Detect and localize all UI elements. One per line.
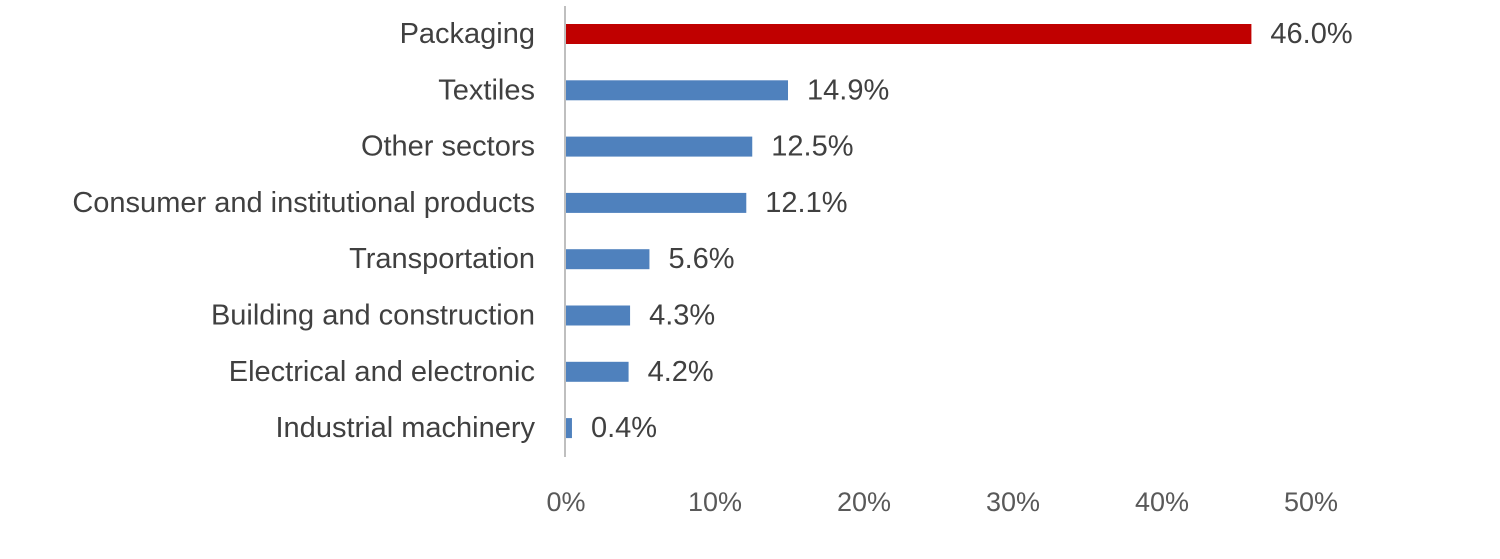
bar-2: [566, 136, 753, 157]
x-tick-label-1: 10%: [688, 487, 742, 517]
category-label-4: Transportation: [349, 243, 535, 275]
bars-group: [566, 24, 1252, 439]
bar-4: [566, 249, 650, 270]
bar-6: [566, 361, 629, 382]
bar-5: [566, 305, 631, 326]
category-label-0: Packaging: [400, 18, 535, 50]
bar-1: [566, 80, 789, 101]
value-label-5: 4.3%: [649, 300, 715, 332]
bar-7: [566, 418, 572, 439]
bar-0: [566, 24, 1252, 44]
x-tick-label-0: 0%: [546, 487, 585, 517]
x-tick-label-5: 50%: [1284, 487, 1338, 517]
x-tick-label-3: 30%: [986, 487, 1040, 517]
category-label-2: Other sectors: [361, 131, 535, 163]
category-label-5: Building and construction: [211, 300, 535, 332]
value-labels-group: 46.0% 14.9% 12.5% 12.1% 5.6% 4.3% 4.2% 0.4%: [591, 18, 1353, 444]
category-labels-group: Packaging Textiles Other sectors Consumer a…: [72, 18, 535, 444]
category-label-7: Industrial machinery: [276, 412, 536, 444]
value-label-3: 12.1%: [765, 187, 847, 219]
x-tick-labels-group: 0% 10% 20% 30% 40% 50%: [546, 487, 1338, 517]
value-label-7: 0.4%: [591, 412, 657, 444]
value-label-4: 5.6%: [668, 243, 734, 275]
bar-3: [566, 192, 747, 213]
value-label-2: 12.5%: [771, 131, 853, 163]
x-tick-label-4: 40%: [1135, 487, 1189, 517]
value-label-1: 14.9%: [807, 74, 889, 106]
value-label-0: 46.0%: [1270, 18, 1352, 50]
x-tick-label-2: 20%: [837, 487, 891, 517]
category-label-6: Electrical and electronic: [229, 356, 535, 388]
value-label-6: 4.2%: [648, 356, 714, 388]
category-label-1: Textiles: [438, 74, 535, 106]
category-label-3: Consumer and institutional products: [72, 187, 535, 219]
